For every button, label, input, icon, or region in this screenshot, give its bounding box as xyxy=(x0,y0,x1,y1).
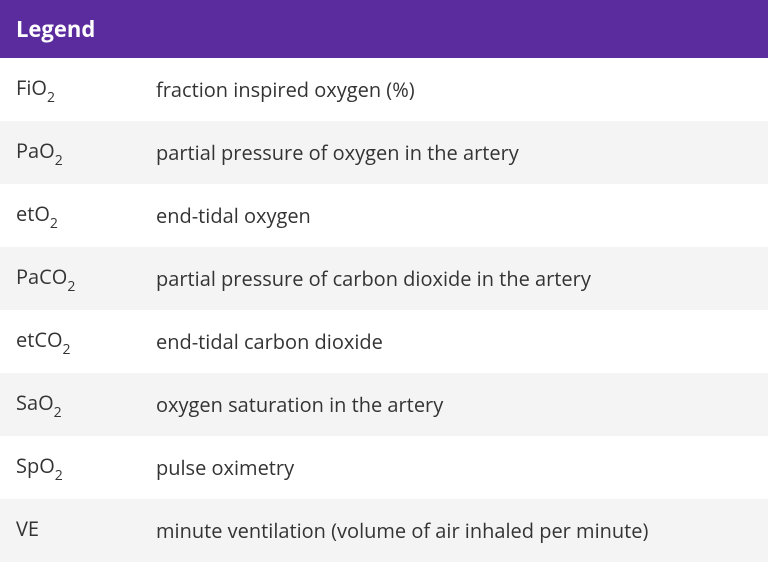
legend-row: SaO2 oxygen saturation in the artery xyxy=(0,373,768,436)
term-cell: etO2 xyxy=(16,200,156,231)
term-subscript: 2 xyxy=(54,403,62,422)
definition-cell: minute ventilation (volume of air inhale… xyxy=(156,517,752,544)
term-prefix: etO xyxy=(16,200,50,227)
term-prefix: PaCO xyxy=(16,263,67,290)
legend-table: Legend FiO2 fraction inspired oxygen (%)… xyxy=(0,0,768,562)
term-subscript: 2 xyxy=(55,151,63,170)
legend-row: etCO2 end-tidal carbon dioxide xyxy=(0,310,768,373)
definition-cell: end-tidal carbon dioxide xyxy=(156,328,752,355)
legend-row: etO2 end-tidal oxygen xyxy=(0,184,768,247)
term-subscript: 2 xyxy=(50,214,58,233)
definition-cell: end-tidal oxygen xyxy=(156,202,752,229)
term-subscript: 2 xyxy=(67,277,75,296)
term-cell: FiO2 xyxy=(16,74,156,105)
definition-cell: pulse oximetry xyxy=(156,454,752,481)
definition-cell: partial pressure of oxygen in the artery xyxy=(156,139,752,166)
legend-row: FiO2 fraction inspired oxygen (%) xyxy=(0,58,768,121)
term-prefix: etCO xyxy=(16,326,63,353)
definition-cell: partial pressure of carbon dioxide in th… xyxy=(156,265,752,292)
term-prefix: VE xyxy=(16,515,39,542)
definition-cell: fraction inspired oxygen (%) xyxy=(156,76,752,103)
legend-row: PaO2 partial pressure of oxygen in the a… xyxy=(0,121,768,184)
legend-title: Legend xyxy=(16,14,95,44)
legend-header: Legend xyxy=(0,0,768,58)
term-cell: SaO2 xyxy=(16,389,156,420)
term-prefix: SpO xyxy=(16,452,55,479)
term-prefix: SaO xyxy=(16,389,54,416)
term-subscript: 2 xyxy=(63,340,71,359)
term-cell: etCO2 xyxy=(16,326,156,357)
term-cell: SpO2 xyxy=(16,452,156,483)
term-subscript: 2 xyxy=(55,466,63,485)
term-cell: VE xyxy=(16,515,156,546)
term-cell: PaO2 xyxy=(16,137,156,168)
definition-cell: oxygen saturation in the artery xyxy=(156,391,752,418)
term-subscript: 2 xyxy=(47,88,55,107)
term-prefix: PaO xyxy=(16,137,55,164)
term-prefix: FiO xyxy=(16,74,47,101)
legend-row: VE minute ventilation (volume of air inh… xyxy=(0,499,768,562)
legend-row: SpO2 pulse oximetry xyxy=(0,436,768,499)
term-cell: PaCO2 xyxy=(16,263,156,294)
legend-row: PaCO2 partial pressure of carbon dioxide… xyxy=(0,247,768,310)
